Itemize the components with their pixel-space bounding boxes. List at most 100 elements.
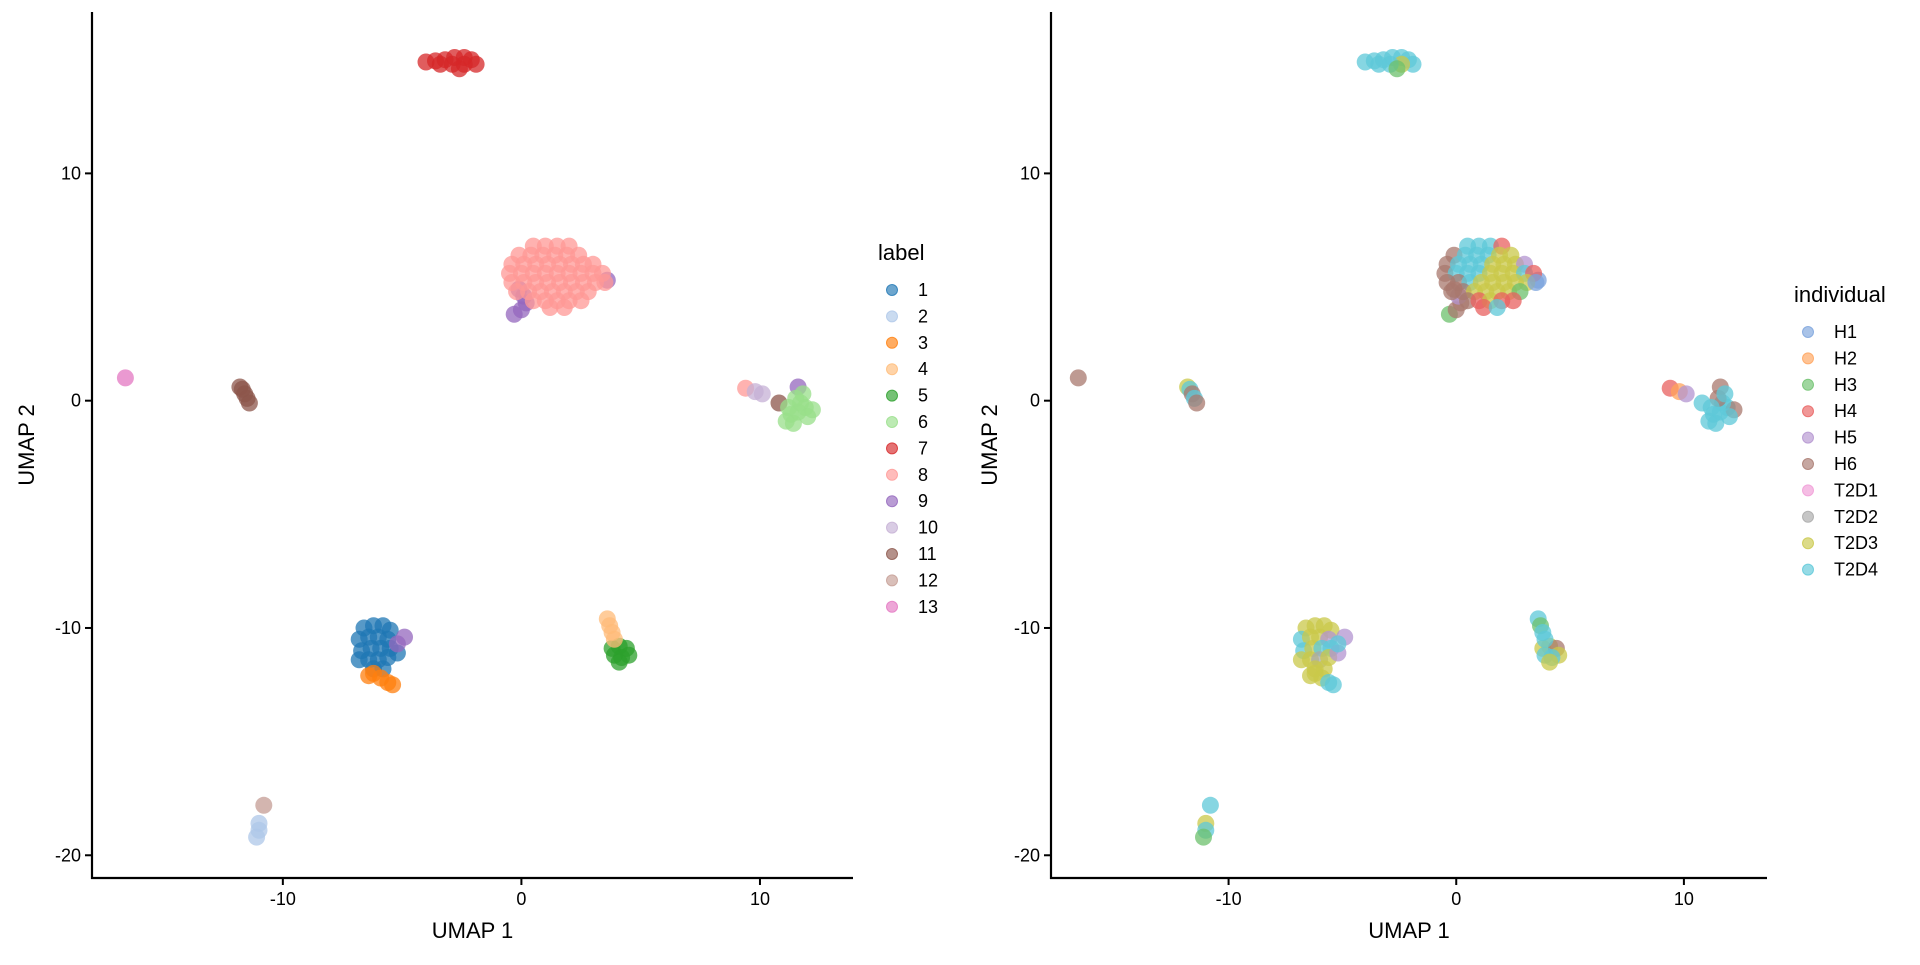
legend-swatch — [1802, 563, 1814, 576]
legend-swatch — [1802, 458, 1814, 470]
panel-individual: -10 0 10 -20 -10 0 10 UMAP 1 UMAP 2 individual H1 H… — [977, 12, 1886, 943]
legend-label: T2D3 — [1834, 533, 1878, 553]
point-individual-H3 — [1388, 60, 1406, 78]
point-label-7 — [467, 55, 485, 73]
y-axis-title: UMAP 2 — [14, 404, 39, 486]
legend-swatch — [886, 574, 898, 587]
legend-swatch — [886, 548, 898, 560]
legend-item: 1 — [886, 280, 928, 300]
legend-swatch — [886, 336, 898, 349]
legend-item: 13 — [886, 597, 938, 617]
legend-label: 12 — [918, 570, 938, 590]
legend-label: H4 — [1834, 401, 1857, 421]
legend-swatch — [886, 468, 898, 481]
legend-label: H6 — [1834, 454, 1857, 474]
legend-label: T2D2 — [1834, 507, 1878, 527]
legend-swatch — [886, 389, 898, 402]
legend-item: 12 — [886, 570, 938, 590]
legend-label: H1 — [1834, 322, 1857, 342]
x-tick-label: 10 — [1674, 889, 1694, 909]
point-label-7 — [431, 55, 449, 73]
y-tick-label: 10 — [1020, 163, 1040, 183]
legend-label: 10 — [918, 518, 938, 538]
x-tick-label: -10 — [270, 889, 296, 909]
point-individual-T2D4 — [1716, 385, 1734, 403]
legend-swatch — [1802, 405, 1814, 418]
legend-swatch — [886, 284, 898, 296]
legend-label: T2D4 — [1834, 560, 1878, 580]
legend-swatch — [886, 600, 898, 613]
legend-item: 5 — [886, 386, 928, 406]
points-layer — [1069, 49, 1743, 846]
legend-item: 6 — [886, 412, 928, 432]
legend-swatch — [1802, 537, 1814, 550]
legend-item: H3 — [1802, 375, 1857, 395]
legend-label: T2D1 — [1834, 480, 1878, 500]
legend-item: T2D4 — [1802, 560, 1878, 580]
point-individual-T2D4 — [1370, 55, 1388, 73]
point-label-7 — [450, 60, 468, 78]
legend-swatch — [1802, 431, 1814, 444]
point-individual-H4 — [1504, 292, 1522, 310]
legend-label: 9 — [918, 491, 928, 511]
legend-label: 7 — [918, 438, 928, 458]
x-tick-label: 0 — [1451, 889, 1461, 909]
point-label-3 — [384, 676, 402, 694]
legend-swatch — [886, 442, 898, 455]
legend-item: 4 — [886, 359, 928, 379]
point-label-8 — [596, 274, 614, 291]
point-individual-T2D4 — [1201, 796, 1219, 814]
x-axis-title: UMAP 1 — [432, 918, 514, 943]
legend-individual: individual H1 H2 H3 H4 H5 H6 T2D1 T2D2 T2D3 T2D4 — [1794, 282, 1886, 580]
point-individual-H5 — [1677, 385, 1695, 403]
point-individual-H4 — [1475, 299, 1493, 316]
legend-swatch — [886, 416, 898, 428]
point-individual-H6 — [1188, 394, 1206, 412]
legend-title: label — [878, 240, 924, 265]
point-individual-H6 — [1069, 369, 1087, 387]
legend-swatch — [1802, 326, 1814, 338]
x-tick-label: 0 — [516, 889, 526, 909]
y-tick-label: -10 — [55, 618, 81, 638]
point-label-12 — [255, 796, 273, 814]
legend-swatch — [886, 363, 898, 376]
point-individual-H1 — [1527, 274, 1545, 291]
legend-title: individual — [1794, 282, 1886, 307]
legend-item: H4 — [1802, 401, 1857, 421]
point-label-8 — [524, 292, 542, 310]
legend-item: T2D2 — [1802, 507, 1878, 527]
point-label-6 — [780, 399, 798, 416]
x-tick-label: 10 — [750, 889, 770, 909]
legend-item: 2 — [886, 306, 928, 326]
point-individual-T2D4 — [1329, 635, 1347, 653]
legend-swatch — [1802, 484, 1814, 497]
point-label-8 — [508, 283, 526, 301]
legend-item: 11 — [886, 544, 937, 564]
legend-label: 11 — [918, 544, 937, 564]
legend-label: 3 — [918, 333, 928, 353]
legend-swatch — [1802, 378, 1814, 391]
point-label-8 — [555, 299, 573, 316]
legend-item: T2D3 — [1802, 533, 1878, 553]
point-label-8 — [541, 299, 559, 316]
legend-swatch — [886, 521, 898, 534]
legend-item: 9 — [886, 491, 928, 511]
legend-label: H5 — [1834, 428, 1857, 448]
x-axis-title: UMAP 1 — [1368, 918, 1450, 943]
legend-label: 5 — [918, 386, 928, 406]
point-label-5 — [610, 653, 628, 671]
point-label-10 — [753, 385, 771, 403]
legend-item: 8 — [886, 465, 928, 485]
legend-item: 3 — [886, 333, 928, 353]
point-individual-T2D4 — [1488, 299, 1506, 316]
y-tick-label: -10 — [1014, 618, 1040, 638]
legend-item: H5 — [1802, 428, 1857, 448]
y-axis-title: UMAP 2 — [977, 404, 1002, 486]
legend-label: 1 — [918, 280, 928, 300]
legend-item: H2 — [1802, 348, 1857, 368]
y-tick-label: -20 — [55, 845, 81, 865]
legend-swatch — [886, 495, 898, 508]
